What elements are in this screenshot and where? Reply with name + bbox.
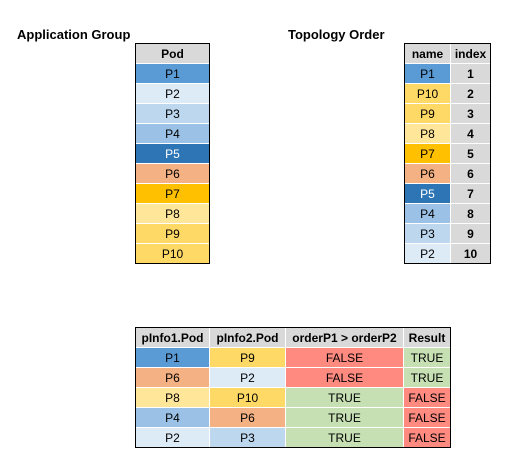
order-compare-cell: FALSE — [285, 367, 404, 388]
name-cell: P9 — [404, 103, 451, 124]
index-cell: 3 — [450, 103, 491, 124]
pinfo2-pod-cell: P10 — [209, 387, 286, 408]
topology-table: name index P1 1 P10 2 P9 3 P8 4 P7 5 P6 6 P5 7 P4 8 P3 9 P… — [404, 43, 491, 264]
pinfo2-pod-cell: P3 — [209, 427, 286, 448]
comparison-table: pInfo1.Pod pInfo2.Pod orderP1 > orderP2 … — [135, 327, 451, 448]
table-row: P7 — [135, 183, 210, 204]
pinfo1-pod-header: pInfo1.Pod — [135, 327, 210, 348]
pod-table: Pod P1 P2 P3 P4 P5 P6 P7 P8 P9 P10 — [135, 43, 210, 264]
name-cell: P5 — [404, 183, 451, 204]
table-row: P3 — [135, 103, 210, 124]
result-cell: FALSE — [403, 427, 451, 448]
order-compare-header: orderP1 > orderP2 — [285, 327, 404, 348]
table-row: P3 9 — [404, 223, 491, 244]
table-row: P9 3 — [404, 103, 491, 124]
pod-cell: P6 — [135, 163, 210, 184]
table-row: P5 — [135, 143, 210, 164]
pinfo2-pod-header: pInfo2.Pod — [209, 327, 286, 348]
pod-cell: P7 — [135, 183, 210, 204]
name-cell: P10 — [404, 83, 451, 104]
table-row: P10 — [135, 243, 210, 264]
name-header: name — [404, 43, 451, 64]
index-cell: 8 — [450, 203, 491, 224]
table-row: P8 — [135, 203, 210, 224]
name-cell: P3 — [404, 223, 451, 244]
index-cell: 2 — [450, 83, 491, 104]
order-compare-cell: FALSE — [285, 347, 404, 368]
index-cell: 6 — [450, 163, 491, 184]
application-group-title: Application Group — [17, 27, 131, 42]
table-row: P2 P3 TRUE FALSE — [135, 427, 451, 448]
table-row: P4 — [135, 123, 210, 144]
pinfo2-pod-cell: P2 — [209, 367, 286, 388]
pod-cell: P9 — [135, 223, 210, 244]
pod-cell: P3 — [135, 103, 210, 124]
result-cell: TRUE — [403, 347, 451, 368]
index-cell: 1 — [450, 63, 491, 84]
table-row: P8 4 — [404, 123, 491, 144]
pod-cell: P8 — [135, 203, 210, 224]
result-cell: FALSE — [403, 387, 451, 408]
name-cell: P6 — [404, 163, 451, 184]
table-row: P10 2 — [404, 83, 491, 104]
order-compare-cell: TRUE — [285, 407, 404, 428]
name-cell: P4 — [404, 203, 451, 224]
pod-cell: P2 — [135, 83, 210, 104]
table-row: P9 — [135, 223, 210, 244]
name-cell: P8 — [404, 123, 451, 144]
table-row: P5 7 — [404, 183, 491, 204]
table-row: P4 8 — [404, 203, 491, 224]
pod-header: Pod — [135, 43, 210, 64]
table-row: P7 5 — [404, 143, 491, 164]
table-row: P2 — [135, 83, 210, 104]
table-row: P2 10 — [404, 243, 491, 264]
index-header: index — [450, 43, 491, 64]
order-compare-cell: TRUE — [285, 387, 404, 408]
table-row: P6 6 — [404, 163, 491, 184]
table-row: P1 P9 FALSE TRUE — [135, 347, 451, 368]
pinfo1-pod-cell: P4 — [135, 407, 210, 428]
pinfo2-pod-cell: P9 — [209, 347, 286, 368]
pod-cell: P5 — [135, 143, 210, 164]
result-cell: TRUE — [403, 367, 451, 388]
table-row: P1 1 — [404, 63, 491, 84]
name-cell: P7 — [404, 143, 451, 164]
order-compare-cell: TRUE — [285, 427, 404, 448]
pinfo1-pod-cell: P2 — [135, 427, 210, 448]
pod-cell: P1 — [135, 63, 210, 84]
table-row: P8 P10 TRUE FALSE — [135, 387, 451, 408]
pod-cell: P10 — [135, 243, 210, 264]
table-row: P1 — [135, 63, 210, 84]
result-cell: FALSE — [403, 407, 451, 428]
pod-cell: P4 — [135, 123, 210, 144]
index-cell: 7 — [450, 183, 491, 204]
index-cell: 4 — [450, 123, 491, 144]
pinfo1-pod-cell: P8 — [135, 387, 210, 408]
index-cell: 5 — [450, 143, 491, 164]
result-header: Result — [403, 327, 451, 348]
pinfo2-pod-cell: P6 — [209, 407, 286, 428]
topology-order-title: Topology Order — [288, 27, 385, 42]
pinfo1-pod-cell: P6 — [135, 367, 210, 388]
table-row: P4 P6 TRUE FALSE — [135, 407, 451, 428]
index-cell: 10 — [450, 243, 491, 264]
pinfo1-pod-cell: P1 — [135, 347, 210, 368]
table-row: P6 P2 FALSE TRUE — [135, 367, 451, 388]
table-row: P6 — [135, 163, 210, 184]
name-cell: P2 — [404, 243, 451, 264]
index-cell: 9 — [450, 223, 491, 244]
name-cell: P1 — [404, 63, 451, 84]
